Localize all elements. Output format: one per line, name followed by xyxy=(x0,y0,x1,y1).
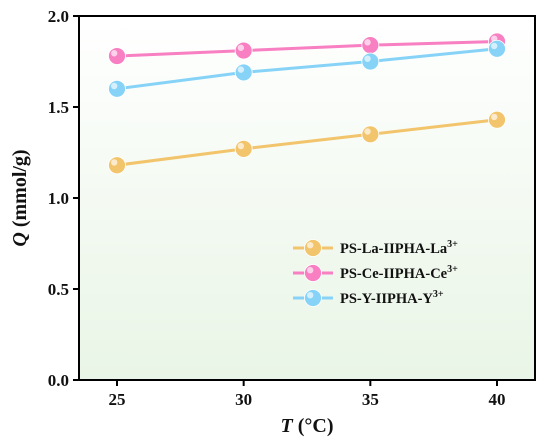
legend-marker xyxy=(304,239,322,257)
series-line xyxy=(116,47,498,91)
x-axis-symbol: T xyxy=(281,415,294,437)
data-point xyxy=(488,39,506,58)
legend-marker-highlight xyxy=(307,242,314,249)
legend-label-main: PS-Y-IIPHA-Y xyxy=(340,291,433,307)
marker-highlight xyxy=(111,50,118,57)
series-line xyxy=(116,39,498,58)
marker-highlight xyxy=(111,159,118,166)
legend-label: PS-Ce-IIPHA-Ce3+ xyxy=(340,264,458,282)
data-point xyxy=(361,52,380,71)
data-point xyxy=(234,41,253,60)
marker-circle xyxy=(234,63,253,82)
series-3 xyxy=(108,39,506,98)
series-line xyxy=(116,118,498,167)
legend-marker-highlight xyxy=(307,267,314,274)
marker-highlight xyxy=(111,82,118,90)
data-point xyxy=(361,36,380,55)
data-point xyxy=(108,47,126,65)
series-2 xyxy=(108,32,506,65)
marker-circle xyxy=(108,47,126,65)
y-tick-label: 0.0 xyxy=(48,371,69,390)
marker-circle xyxy=(234,139,253,158)
data-point xyxy=(108,156,126,175)
legend-label: PS-Y-IIPHA-Y3+ xyxy=(340,289,444,307)
marker-circle xyxy=(488,110,506,129)
data-point xyxy=(234,139,253,158)
legend-marker-highlight xyxy=(307,292,314,299)
marker-highlight xyxy=(364,55,371,62)
x-tick-label: 35 xyxy=(362,390,379,409)
marker-highlight xyxy=(237,142,245,150)
x-tick-label: 40 xyxy=(489,390,506,409)
x-tick-label: 25 xyxy=(109,390,126,409)
marker-circle xyxy=(234,41,253,60)
legend-marker xyxy=(304,264,322,282)
marker-highlight xyxy=(237,44,245,51)
marker-highlight xyxy=(364,39,371,46)
y-tick-label: 0.5 xyxy=(48,280,69,299)
y-tick-label: 2.0 xyxy=(48,7,69,26)
series-layer xyxy=(108,32,506,175)
x-tick-label: 30 xyxy=(235,390,252,409)
y-axis-title: Q (mmol/g) xyxy=(9,149,31,246)
y-tick-label: 1.0 xyxy=(48,189,69,208)
x-axis-title: T (°C) xyxy=(281,415,334,437)
marker-circle xyxy=(361,52,380,71)
legend-item: PS-Ce-IIPHA-Ce3+ xyxy=(293,264,458,282)
legend-label-main: PS-Ce-IIPHA-Ce xyxy=(340,266,448,282)
legend-item: PS-La-IIPHA-La3+ xyxy=(293,239,458,257)
marker-circle xyxy=(361,125,380,144)
data-point xyxy=(361,125,380,144)
data-point xyxy=(108,79,126,98)
legend-marker xyxy=(304,289,322,307)
legend-label-superscript: 3+ xyxy=(447,264,458,275)
series-1 xyxy=(108,110,506,175)
marker-highlight xyxy=(491,42,498,50)
legend-label: PS-La-IIPHA-La3+ xyxy=(340,239,458,257)
y-axis-unit: (mmol/g) xyxy=(9,149,31,232)
marker-highlight xyxy=(237,66,245,73)
marker-highlight xyxy=(364,128,371,135)
y-tick-label: 1.5 xyxy=(48,98,69,117)
legend-label-superscript: 3+ xyxy=(447,239,458,250)
marker-circle xyxy=(361,36,380,55)
marker-circle xyxy=(108,79,126,98)
x-axis-unit: (°C) xyxy=(293,415,334,437)
data-point xyxy=(234,63,253,82)
legend-label-superscript: 3+ xyxy=(433,289,444,300)
marker-circle xyxy=(488,39,506,58)
labels-layer: T (°C) Q (mmol/g) xyxy=(9,149,333,437)
plot-background xyxy=(79,16,535,380)
marker-circle xyxy=(108,156,126,175)
legend-label-main: PS-La-IIPHA-La xyxy=(340,241,448,257)
legend-item: PS-Y-IIPHA-Y3+ xyxy=(293,289,444,307)
y-axis-symbol: Q xyxy=(9,232,31,246)
data-point xyxy=(488,110,506,129)
legend: PS-La-IIPHA-La3+PS-Ce-IIPHA-Ce3+PS-Y-IIP… xyxy=(293,239,458,307)
marker-highlight xyxy=(491,113,498,121)
axes-layer: 25 30 35 40 0.0 0.5 1.0 1.5 2.0 xyxy=(48,7,536,409)
